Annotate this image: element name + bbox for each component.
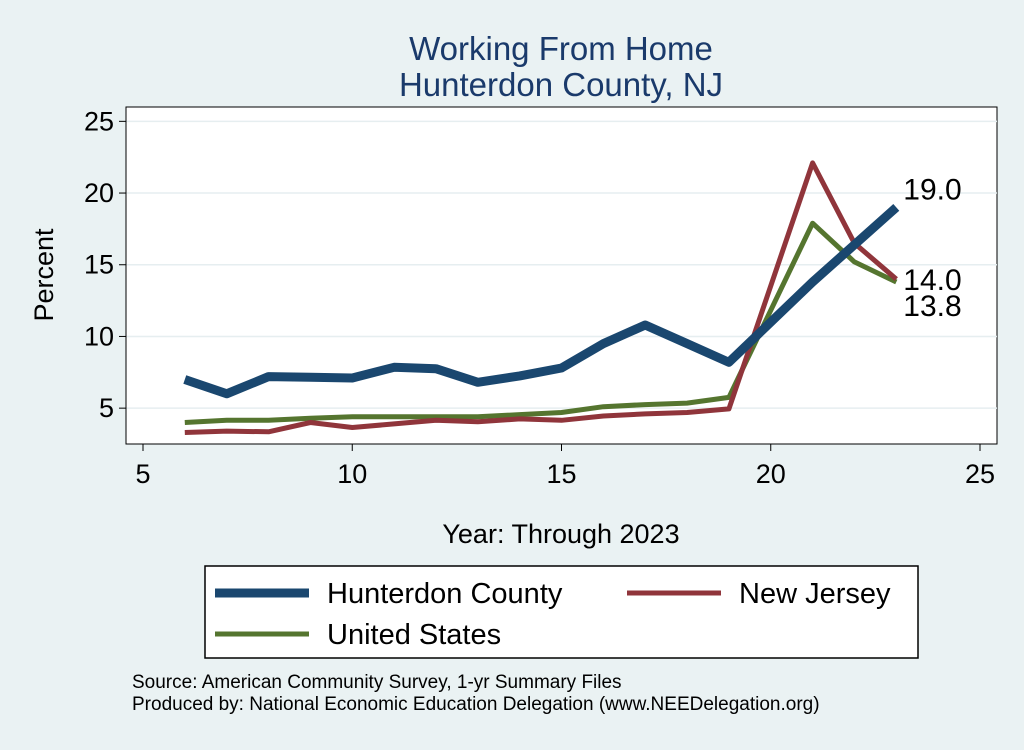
source-note: Source: American Community Survey, 1-yr … bbox=[132, 672, 622, 693]
y-tick-label: 5 bbox=[99, 393, 114, 423]
legend-label-hunterdon-county: Hunterdon County bbox=[327, 578, 563, 610]
x-tick-label: 15 bbox=[546, 459, 576, 489]
x-ticks: 5 10 15 20 25 bbox=[135, 444, 995, 489]
chart-title-line-1: Working From Home bbox=[409, 30, 713, 67]
y-tick-label: 25 bbox=[84, 106, 114, 136]
produced-by-note: Produced by: National Economic Education… bbox=[132, 694, 820, 715]
end-label-hunterdon-county: 19.0 bbox=[903, 173, 961, 206]
legend-label-new-jersey: New Jersey bbox=[739, 578, 891, 610]
legend: Hunterdon County New Jersey United States bbox=[204, 565, 919, 659]
legend-box bbox=[204, 565, 919, 659]
end-label-united-states: 13.8 bbox=[903, 290, 961, 323]
chart-title-line-2: Hunterdon County, NJ bbox=[399, 66, 723, 103]
plot-area bbox=[125, 106, 998, 445]
x-tick-label: 25 bbox=[965, 459, 995, 489]
y-axis-title: Percent bbox=[29, 228, 59, 322]
series-line-hunterdon-county bbox=[183, 204, 900, 399]
y-tick-label: 15 bbox=[84, 250, 114, 280]
y-tick-label: 20 bbox=[84, 178, 114, 208]
x-tick-label: 5 bbox=[135, 459, 150, 489]
gridlines bbox=[126, 120, 997, 409]
legend-label-united-states: United States bbox=[327, 619, 501, 651]
y-tick-label: 10 bbox=[84, 321, 114, 351]
x-tick-label: 10 bbox=[337, 459, 367, 489]
x-tick-label: 20 bbox=[756, 459, 786, 489]
series-line-new-jersey bbox=[184, 160, 898, 435]
y-ticks: 5 10 15 20 25 bbox=[84, 106, 126, 423]
end-label-new-jersey: 14.0 bbox=[903, 264, 961, 297]
x-axis-title: Year: Through 2023 bbox=[442, 519, 679, 549]
series-lines bbox=[183, 160, 900, 435]
end-labels: 19.0 14.013.8 bbox=[903, 173, 961, 323]
